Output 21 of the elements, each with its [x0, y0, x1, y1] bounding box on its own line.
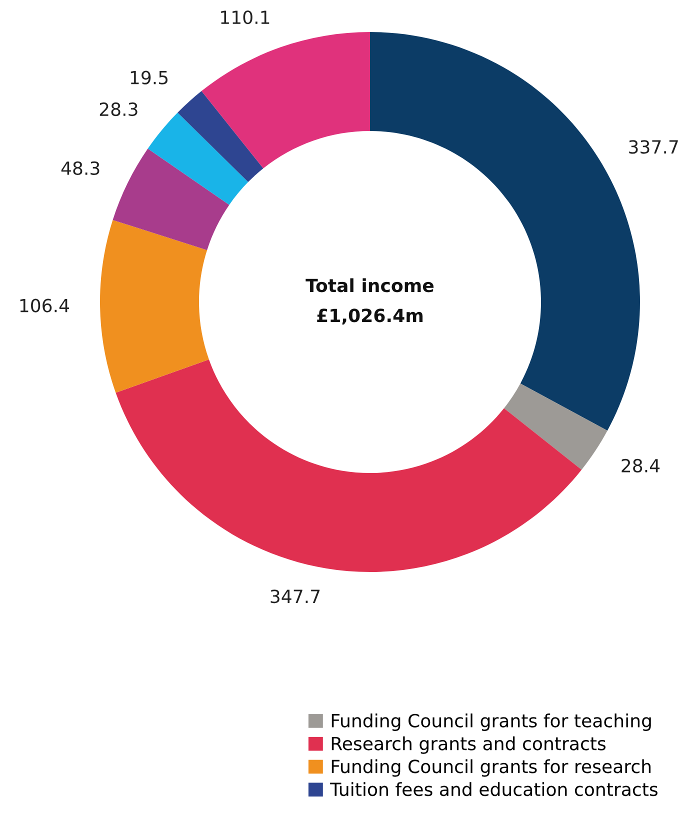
data-label: 28.3 — [100, 102, 138, 116]
legend-label: Research grants and contracts — [332, 736, 606, 754]
donut-slice — [201, 32, 370, 168]
data-label: 337.7 — [629, 140, 678, 154]
data-label: 48.3 — [61, 161, 100, 176]
text: Total income — [306, 278, 434, 292]
legend-label: Funding Council grants for research — [332, 759, 651, 777]
donut-slice — [116, 359, 582, 572]
data-label: 347.7 — [270, 590, 320, 604]
donut-slice — [504, 383, 608, 470]
donut-slice — [100, 220, 209, 393]
donut-slice — [112, 148, 230, 250]
donut-slice — [178, 91, 264, 182]
legend-label: Tuition fees and education contracts — [330, 782, 658, 796]
data-label: 106.4 — [20, 298, 70, 312]
donut-slice — [148, 112, 248, 205]
legend-label: Funding Council grants for teaching — [332, 714, 651, 731]
text: £1,026.4m — [317, 308, 423, 325]
data-label: 19.5 — [130, 70, 168, 84]
data-label: 110.1 — [221, 10, 270, 24]
data-label: 28.4 — [622, 458, 660, 472]
